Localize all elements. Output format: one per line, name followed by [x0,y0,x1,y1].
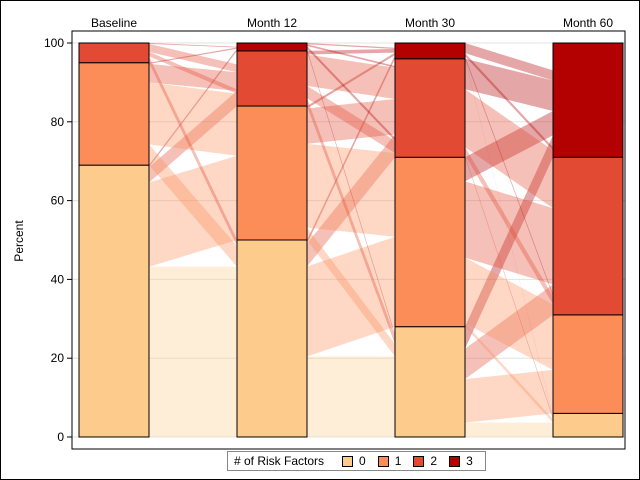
flow-2-3-to-2 [465,53,553,151]
legend-label-0: 0 [359,454,366,468]
flow-1-3-to-0 [307,48,395,337]
flow-1-0-to-2 [307,134,395,267]
flow-1-1-to-0 [307,227,395,357]
bar-baseline-level-0 [78,164,150,438]
flow-2-1-to-0 [465,323,553,423]
flow-2-1-to-1 [465,257,553,370]
bar-month-60-level-1 [552,314,624,414]
legend-swatch-3 [449,455,461,467]
flow-0-1-to-1 [149,82,237,156]
flow-2-3-to-0 [465,58,553,418]
y-tick-label-0: 0 [57,430,64,444]
bar-layer [78,42,624,438]
flow-1-0-to-3 [307,55,395,244]
bar-month-12-level-1 [236,105,308,241]
flow-1-1-to-2 [307,98,395,144]
flow-1-3-to-2 [307,44,395,68]
category-label-month-12: Month 12 [247,16,297,30]
bar-month-12-level-3 [236,42,308,52]
legend-item-1: 1 [377,454,402,468]
flow-layer [149,43,553,437]
bar-month-30-level-3 [394,42,466,60]
bar-month-60-level-2 [552,156,624,316]
flow-2-0-to-1 [465,369,553,423]
flow-1-2-to-2 [307,54,395,99]
y-tick-label-80: 80 [51,115,65,129]
flow-0-2-to-1 [149,51,237,94]
legend-label-2: 2 [430,454,438,468]
flow-1-3-to-1 [307,45,395,141]
flow-2-0-to-3 [465,135,553,349]
grid-layer [72,42,625,438]
y-tick-label-40: 40 [51,272,65,286]
flow-2-2-to-1 [465,147,553,305]
flow-2-3-to-3 [465,43,553,81]
flow-2-0-to-2 [465,284,553,380]
y-tick-label-20: 20 [51,351,65,365]
flow-0-1-to-0 [149,144,237,267]
y-tick-label-60: 60 [51,194,65,208]
flow-0-2-to-3 [149,43,237,48]
category-label-month-60: Month 60 [563,16,613,30]
legend-item-2: 2 [413,454,437,468]
flow-2-2-to-3 [465,58,553,112]
bar-month-30-level-0 [394,326,466,438]
y-tick-label-100: 100 [44,36,64,50]
flow-0-2-to-2 [149,43,237,73]
legend-swatch-0 [342,455,354,467]
legend-swatch-2 [413,455,425,467]
flow-2-2-to-0 [465,155,553,420]
legend-label-1: 1 [394,454,402,468]
legend-item-0: 0 [342,454,366,468]
category-label-baseline: Baseline [91,16,137,30]
legend-item-3: 3 [449,454,473,468]
plot-area-border [71,30,626,450]
bar-month-30-level-1 [394,156,466,328]
flow-1-2-to-3 [307,48,395,55]
flow-1-0-to-0 [307,356,395,437]
legend: # of Risk Factors 0 1 2 3 [227,451,486,471]
flow-1-1-to-1 [307,143,395,237]
bar-month-60-level-0 [552,412,624,438]
flow-1-3-to-3 [307,43,395,49]
legend-label-3: 3 [466,454,473,468]
flow-0-0-to-0 [149,266,237,437]
flow-1-2-to-0 [307,98,395,345]
axis-layer: 0 20 40 60 80 100 Baseline Month 12 Month 30 Mont… [44,16,626,450]
category-label-month-30: Month 30 [405,16,455,30]
y-axis-label: Percent [12,220,26,262]
flow-0-1-to-2 [149,63,237,91]
flow-2-1-to-3 [465,111,553,182]
bar-month-60-level-3 [552,42,624,158]
bar-baseline-level-1 [78,62,150,166]
flow-2-2-to-2 [465,89,553,209]
flow-2-1-to-2 [465,181,553,285]
flow-2-3-to-1 [465,56,553,297]
bar-month-12-level-2 [236,50,308,107]
flow-1-0-to-1 [307,236,395,357]
flow-0-2-to-0 [149,56,237,246]
flow-1-2-to-1 [307,85,395,154]
flow-1-1-to-3 [307,52,395,109]
flow-0-0-to-3 [149,48,237,168]
legend-swatch-1 [377,455,389,467]
bar-month-30-level-2 [394,58,466,158]
bar-baseline-level-2 [78,42,150,64]
flow-0-1-to-3 [149,47,237,64]
bar-month-12-level-0 [236,239,308,438]
flow-0-0-to-2 [149,90,237,183]
flow-2-0-to-0 [465,422,553,437]
legend-title: # of Risk Factors [234,454,325,468]
flow-0-0-to-1 [149,155,237,267]
